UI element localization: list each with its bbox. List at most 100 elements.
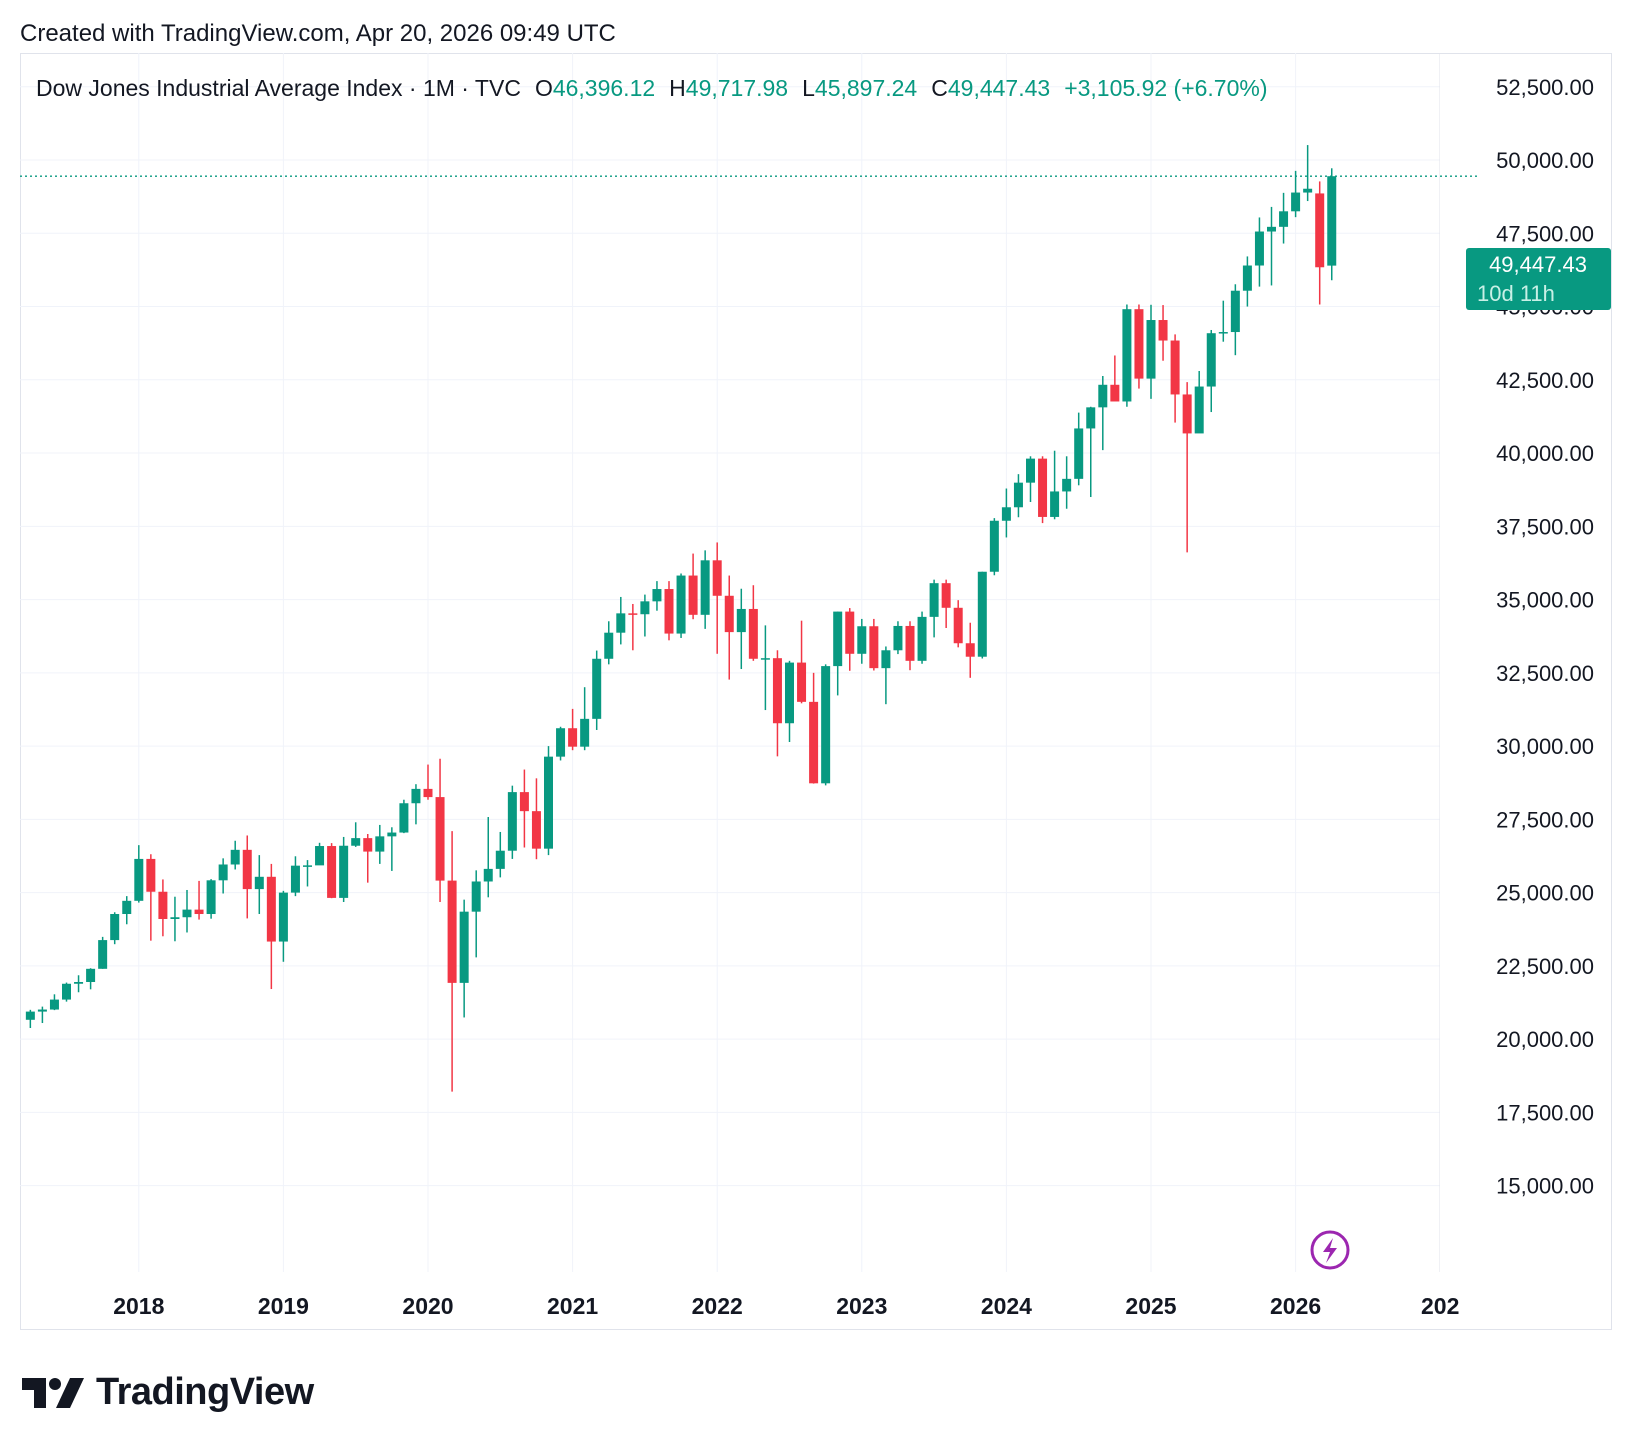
candle[interactable] (785, 660, 794, 742)
candle[interactable] (206, 879, 216, 919)
candle[interactable] (507, 785, 517, 859)
candle[interactable] (435, 758, 445, 902)
candle[interactable] (1050, 450, 1060, 520)
candle[interactable] (893, 621, 903, 655)
candle[interactable] (881, 646, 891, 705)
candle[interactable] (1327, 168, 1337, 281)
candle[interactable] (62, 982, 71, 1002)
candle[interactable] (182, 889, 192, 933)
candle[interactable] (411, 784, 421, 825)
candle[interactable] (929, 579, 939, 638)
candle[interactable] (736, 588, 746, 670)
candle[interactable] (676, 573, 686, 638)
candle[interactable] (471, 870, 481, 958)
candle[interactable] (158, 879, 168, 937)
candle[interactable] (110, 912, 120, 945)
candle[interactable] (688, 553, 698, 620)
candle[interactable] (230, 840, 240, 870)
candle[interactable] (1013, 474, 1023, 518)
candle[interactable] (917, 611, 927, 664)
candle[interactable] (459, 899, 469, 1018)
candle[interactable] (303, 860, 312, 887)
candle[interactable] (290, 856, 300, 897)
candle[interactable] (1086, 406, 1096, 498)
chart-frame[interactable] (20, 53, 1612, 1330)
candle[interactable] (495, 831, 505, 878)
candle[interactable] (242, 835, 252, 919)
candle[interactable] (1315, 181, 1325, 305)
candle[interactable] (1218, 300, 1228, 342)
candle[interactable] (724, 575, 734, 680)
candle[interactable] (1122, 304, 1132, 407)
candle[interactable] (712, 542, 722, 654)
candle[interactable] (519, 769, 529, 848)
candle[interactable] (194, 880, 204, 920)
candle[interactable] (1242, 256, 1252, 307)
candle[interactable] (447, 831, 457, 1092)
candle[interactable] (266, 863, 276, 990)
candle[interactable] (1146, 304, 1156, 399)
candle[interactable] (423, 764, 433, 800)
candle[interactable] (664, 581, 674, 641)
candle[interactable] (49, 994, 59, 1011)
candle[interactable] (905, 621, 915, 671)
candle[interactable] (941, 579, 951, 629)
candle[interactable] (845, 608, 855, 671)
candle[interactable] (375, 824, 385, 864)
candle[interactable] (1026, 456, 1035, 502)
candle[interactable] (1230, 284, 1240, 356)
candle[interactable] (122, 896, 132, 925)
candle[interactable] (833, 611, 843, 696)
tradingview-logo[interactable]: TradingView (22, 1370, 314, 1414)
candle[interactable] (772, 650, 782, 757)
candle[interactable] (25, 1009, 35, 1029)
candle[interactable] (254, 855, 264, 915)
candle[interactable] (953, 600, 963, 648)
candle[interactable] (74, 975, 84, 993)
candle[interactable] (387, 827, 397, 871)
candle[interactable] (1303, 145, 1313, 202)
candle[interactable] (1001, 488, 1011, 538)
candle[interactable] (748, 585, 758, 661)
candle[interactable] (809, 672, 819, 784)
candle[interactable] (1254, 217, 1264, 287)
candle[interactable] (1267, 206, 1276, 286)
candle[interactable] (580, 687, 590, 751)
candle[interactable] (98, 936, 108, 969)
candle[interactable] (1182, 382, 1192, 553)
candle[interactable] (170, 896, 180, 942)
candle[interactable] (592, 650, 602, 730)
candle[interactable] (604, 621, 614, 665)
candle[interactable] (1134, 304, 1144, 389)
candle[interactable] (1170, 334, 1180, 423)
candle[interactable] (315, 842, 325, 866)
candle[interactable] (568, 708, 578, 751)
candle[interactable] (146, 854, 156, 941)
candle[interactable] (1110, 355, 1120, 402)
candle[interactable] (327, 843, 337, 899)
candle[interactable] (989, 518, 999, 576)
candle[interactable] (1038, 456, 1048, 524)
candle[interactable] (652, 581, 662, 611)
candle[interactable] (351, 822, 361, 847)
candle[interactable] (531, 778, 541, 860)
candle[interactable] (1206, 329, 1216, 413)
candle[interactable] (640, 594, 650, 637)
candle[interactable] (363, 834, 373, 883)
lightning-icon[interactable] (1310, 1230, 1350, 1270)
candle[interactable] (1062, 456, 1072, 509)
candle[interactable] (700, 550, 710, 629)
candle[interactable] (965, 622, 975, 678)
candle[interactable] (616, 596, 626, 645)
candle[interactable] (869, 618, 879, 671)
candle[interactable] (37, 1006, 47, 1024)
candle[interactable] (797, 620, 807, 704)
candle[interactable] (483, 817, 493, 898)
candle[interactable] (977, 571, 987, 659)
candle[interactable] (1194, 371, 1204, 434)
candle[interactable] (857, 618, 867, 664)
candle[interactable] (760, 625, 770, 711)
candle[interactable] (134, 845, 144, 903)
candle[interactable] (628, 603, 638, 651)
candle[interactable] (1291, 170, 1301, 218)
